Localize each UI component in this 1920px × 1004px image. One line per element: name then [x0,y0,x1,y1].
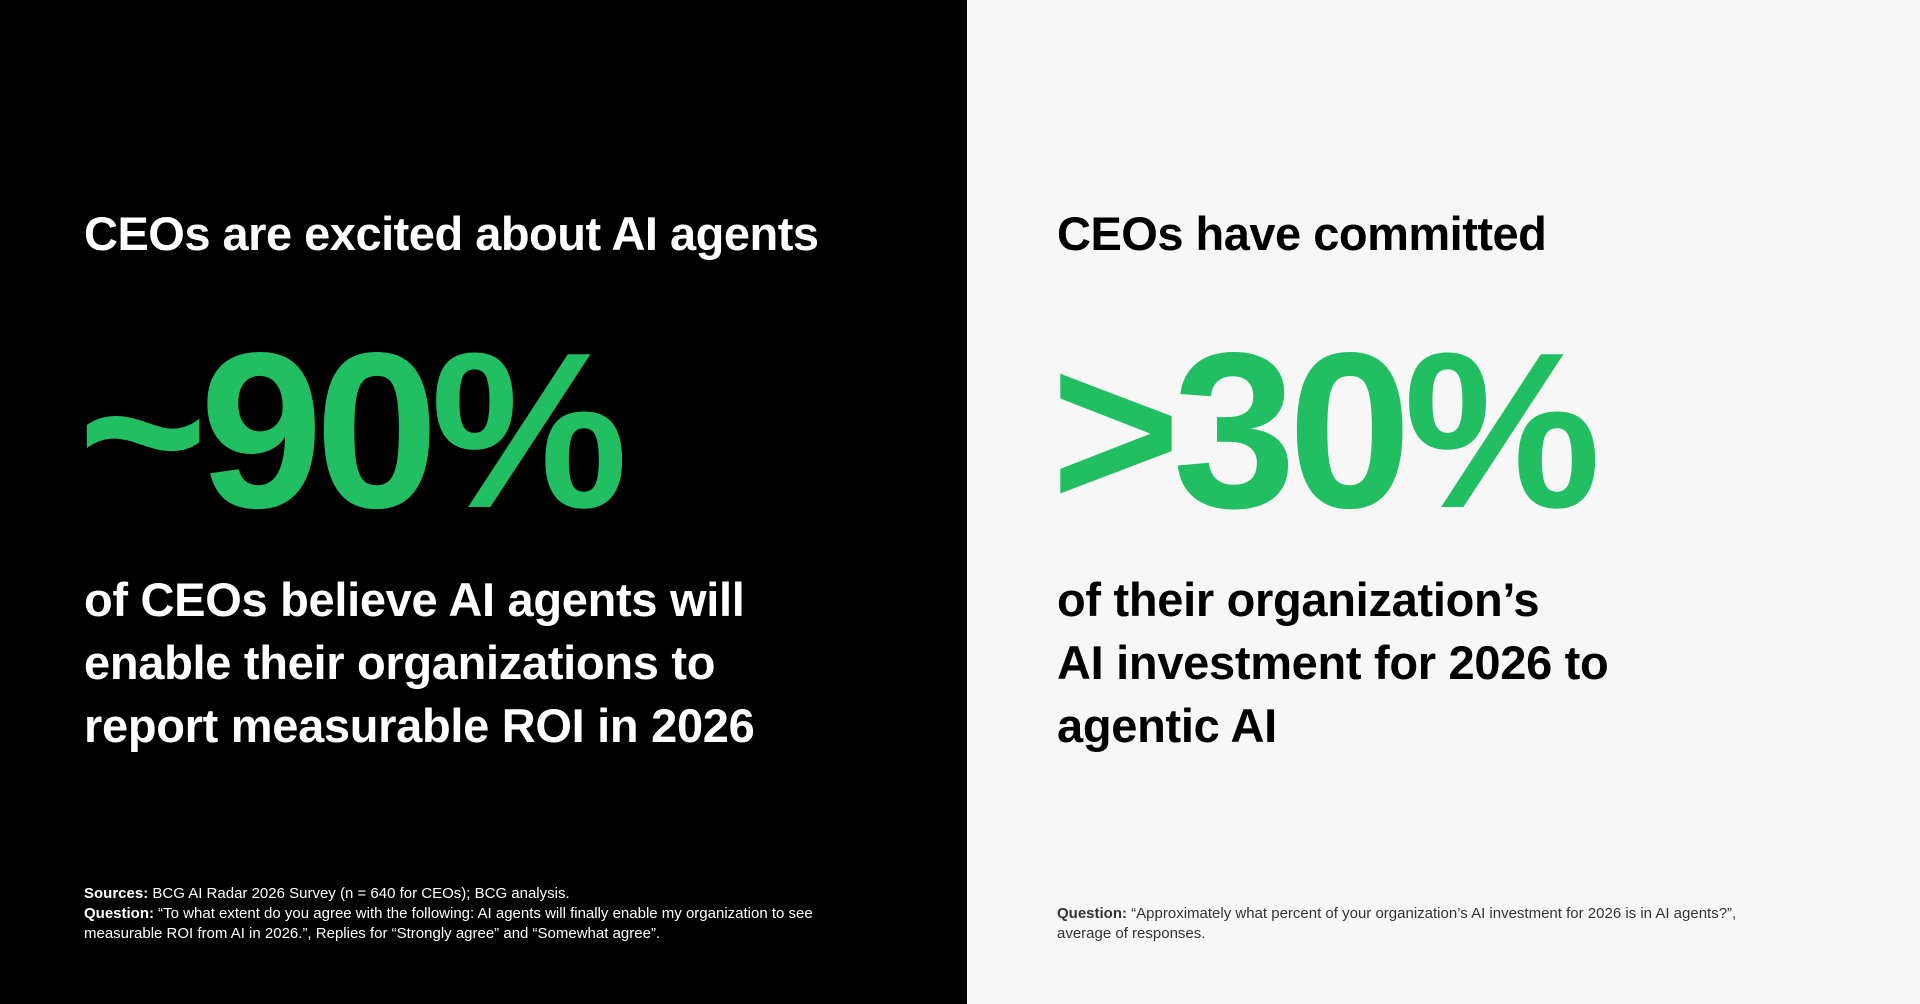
body: of CEOs believe AI agents will enable th… [84,568,755,757]
stat: ~90% [78,307,628,555]
body: of their organization’s AI investment fo… [1057,568,1609,757]
footnote-line: Sources: BCG AI Radar 2026 Survey (n = 6… [84,884,813,904]
left-panel: CEOs are excited about AI agents ~90% of… [0,0,967,1004]
text: BCG AI Radar 2026 Survey (n = 640 for CE… [152,885,570,902]
body-line: enable their organizations to [84,636,716,689]
footnote-line: average of responses. [1057,925,1206,942]
footnote: Question: “Approximately what percent of… [1057,904,1736,944]
text: “To what extent do you agree with the fo… [158,905,813,922]
heading: CEOs have committed [1057,207,1547,260]
label: Sources: [84,885,149,902]
label: Question: [1057,905,1127,922]
label: Question: [84,905,154,922]
body-line: report measurable ROI in 2026 [84,699,755,752]
body-line: of their organization’s [1057,573,1540,626]
stat: >30% [1051,307,1601,555]
right-panel: CEOs have committed >30% of their organi… [967,0,1920,1004]
footnote-line: Question: “To what extent do you agree w… [84,904,813,924]
body-line: AI investment for 2026 to [1057,636,1609,689]
footnote-line: Question: “Approximately what percent of… [1057,904,1736,924]
footnote-line: measurable ROI from AI in 2026.”, Replie… [84,925,661,942]
body-line: of CEOs believe AI agents will [84,573,745,626]
heading: CEOs are excited about AI agents [84,207,819,260]
footnote: Sources: BCG AI Radar 2026 Survey (n = 6… [84,884,813,944]
body-line: agentic AI [1057,699,1277,752]
text: “Approximately what percent of your orga… [1131,905,1737,922]
